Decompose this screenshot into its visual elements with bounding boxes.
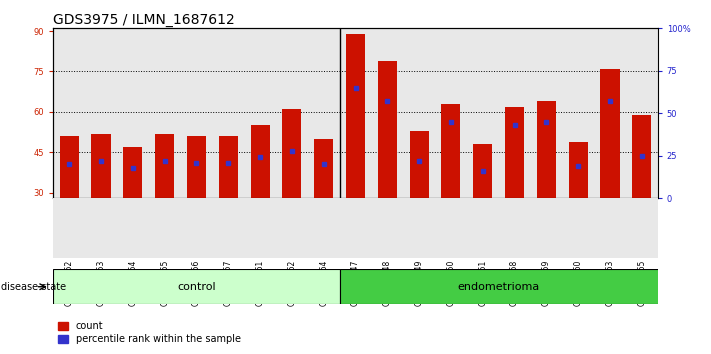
Bar bbox=[346, 34, 365, 198]
Text: disease state: disease state bbox=[1, 282, 67, 292]
Text: GDS3975 / ILMN_1687612: GDS3975 / ILMN_1687612 bbox=[53, 13, 235, 27]
Bar bbox=[442, 104, 461, 198]
Bar bbox=[505, 107, 524, 198]
Bar bbox=[314, 139, 333, 198]
Bar bbox=[600, 69, 619, 198]
Bar bbox=[632, 115, 651, 198]
Bar bbox=[340, 269, 673, 304]
Bar bbox=[155, 133, 174, 198]
Bar bbox=[219, 136, 237, 198]
Legend: count, percentile rank within the sample: count, percentile rank within the sample bbox=[58, 321, 241, 344]
Bar bbox=[53, 269, 340, 304]
Text: control: control bbox=[177, 282, 215, 292]
Bar bbox=[410, 131, 429, 198]
Bar bbox=[123, 147, 142, 198]
Bar bbox=[92, 133, 111, 198]
Bar bbox=[250, 125, 269, 198]
Text: endometrioma: endometrioma bbox=[457, 282, 540, 292]
Bar bbox=[569, 142, 588, 198]
Bar bbox=[60, 136, 79, 198]
Bar bbox=[537, 101, 556, 198]
Bar bbox=[187, 136, 206, 198]
Bar bbox=[474, 144, 492, 198]
Bar bbox=[378, 61, 397, 198]
Bar bbox=[282, 109, 301, 198]
